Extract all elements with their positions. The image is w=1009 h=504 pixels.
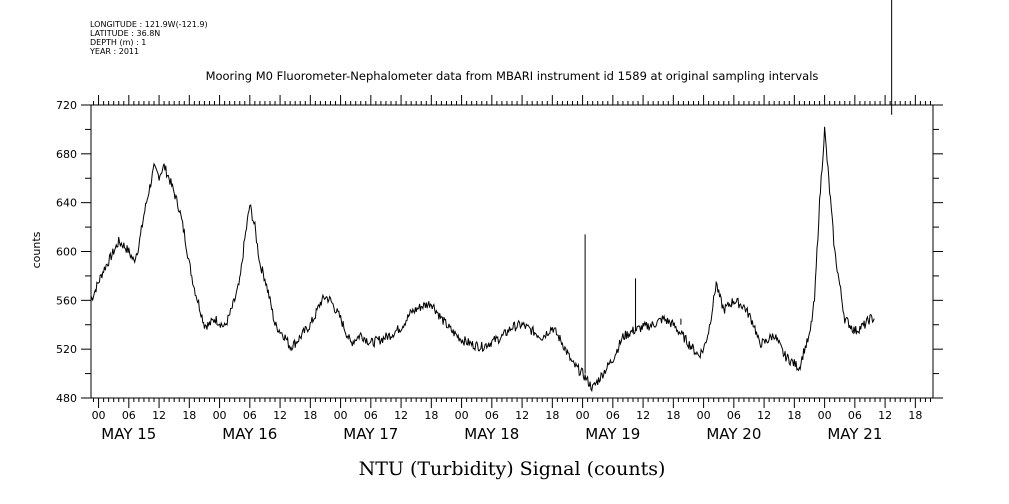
year-label: YEAR : 2011 <box>90 47 140 56</box>
y-axis-label: counts <box>30 231 43 268</box>
x-hour-label: 00 <box>576 409 590 422</box>
x-hour-label: 06 <box>727 409 741 422</box>
x-hour-label: 18 <box>666 409 680 422</box>
x-hour-label: 18 <box>424 409 438 422</box>
longitude-label: LONGITUDE : 121.9W(-121.9) <box>90 20 208 29</box>
x-day-label: MAY 21 <box>827 425 882 443</box>
chart-title: Mooring M0 Fluorometer-Nephalometer data… <box>206 69 819 83</box>
series-line <box>90 126 875 393</box>
x-day-label: MAY 18 <box>464 425 519 443</box>
y-tick-label: 560 <box>56 294 77 307</box>
x-hour-label: 00 <box>818 409 832 422</box>
x-hour-label: 18 <box>303 409 317 422</box>
x-hour-label: 18 <box>908 409 922 422</box>
x-hour-label: 12 <box>636 409 650 422</box>
latitude-label: LATITUDE : 36.8N <box>90 29 161 38</box>
x-hour-label: 18 <box>787 409 801 422</box>
x-day-label: MAY 15 <box>101 425 156 443</box>
x-hour-label: 06 <box>848 409 862 422</box>
data-series <box>90 0 893 393</box>
x-hour-label: 12 <box>515 409 529 422</box>
x-day-label: MAY 19 <box>585 425 640 443</box>
x-hour-label: 00 <box>213 409 227 422</box>
axes: 480 520 560 600 640 680 720 00 06 12 18 MAY 15 00 06 1… <box>56 95 943 443</box>
x-hour-label: 06 <box>122 409 136 422</box>
x-hour-label: 18 <box>182 409 196 422</box>
x-hour-label: 06 <box>243 409 257 422</box>
x-hour-label: 12 <box>152 409 166 422</box>
x-hour-label: 00 <box>334 409 348 422</box>
x-hour-label: 06 <box>485 409 499 422</box>
y-tick-label: 720 <box>56 99 77 112</box>
x-hour-label: 06 <box>606 409 620 422</box>
x-hour-label: 12 <box>394 409 408 422</box>
station-metadata: LONGITUDE : 121.9W(-121.9) LATITUDE : 36… <box>90 20 208 56</box>
x-hour-label: 18 <box>545 409 559 422</box>
x-hour-label: 00 <box>92 409 106 422</box>
x-hour-label: 12 <box>757 409 771 422</box>
x-hour-label: 12 <box>273 409 287 422</box>
x-hour-label: 12 <box>878 409 892 422</box>
depth-label: DEPTH (m) : 1 <box>90 38 147 47</box>
x-hour-label: 06 <box>364 409 378 422</box>
y-tick-label: 640 <box>56 197 77 210</box>
x-hour-label: 00 <box>455 409 469 422</box>
y-tick-label: 480 <box>56 392 77 405</box>
y-tick-label: 680 <box>56 148 77 161</box>
y-tick-label: 600 <box>56 246 77 259</box>
plot-frame <box>90 104 934 399</box>
x-axis-label: NTU (Turbidity) Signal (counts) <box>359 458 666 480</box>
x-day-label: MAY 20 <box>706 425 761 443</box>
y-tick-label: 520 <box>56 343 77 356</box>
x-day-label: MAY 17 <box>343 425 398 443</box>
x-day-label: MAY 16 <box>222 425 277 443</box>
x-hour-label: 00 <box>697 409 711 422</box>
